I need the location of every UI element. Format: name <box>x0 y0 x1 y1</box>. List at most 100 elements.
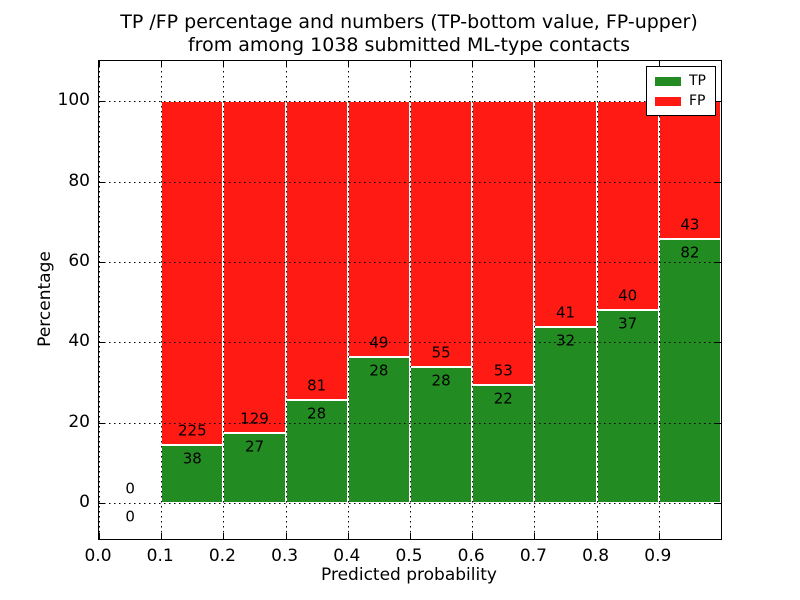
bar-count-label-tp: 32 <box>555 331 576 350</box>
x-gridline <box>534 61 536 539</box>
y-tick-label: 20 <box>68 411 90 432</box>
x-axis-tick-top <box>347 61 349 67</box>
bar-count-label-fp: 55 <box>431 343 451 362</box>
bar-segment-tp <box>472 385 535 503</box>
bar-count-label-tp: 28 <box>307 404 327 423</box>
x-gridline <box>223 61 225 539</box>
bar-count-label-tp: 82 <box>680 243 700 262</box>
bar-count-label-fp: 53 <box>493 361 513 380</box>
x-axis-tick <box>658 533 660 539</box>
x-axis-tick <box>223 533 225 539</box>
bar-count-label-tp: 28 <box>431 371 451 390</box>
x-axis-tick-top <box>472 61 474 67</box>
y-tick-label: 60 <box>68 250 90 271</box>
y-axis-tick <box>99 181 105 183</box>
y-axis-tick <box>99 422 105 424</box>
x-axis-tick-top <box>161 61 163 67</box>
x-tick-label: 0.0 <box>84 546 112 566</box>
x-tick-label: 0.7 <box>519 546 547 566</box>
bar-count-label-fp: 129 <box>240 409 269 428</box>
legend-label-fp: FP <box>689 93 706 109</box>
x-axis-tick <box>534 533 536 539</box>
legend: TP FP <box>646 66 716 116</box>
x-axis-tick-top <box>410 61 411 67</box>
chart-title: TP /FP percentage and numbers (TP-bottom… <box>98 11 720 57</box>
bar-count-label-fp: 40 <box>618 286 638 305</box>
plot-area: 0 0 225 38 129 27 81 28 49 28 55 28 53 22 41 32 40 37 43 82 <box>98 60 722 540</box>
bar-count-label-tp: 28 <box>369 361 389 380</box>
y-tick-label: 100 <box>57 90 90 111</box>
x-axis-tick <box>347 533 349 539</box>
y-axis-tick <box>99 261 105 263</box>
x-axis-tick <box>410 533 411 539</box>
x-gridline <box>161 61 163 539</box>
bar-segment-tp <box>534 326 597 503</box>
y-axis-tick <box>99 342 105 344</box>
bar-segment-fp <box>223 101 286 434</box>
x-gridline <box>285 61 287 539</box>
x-axis-tick <box>285 533 287 539</box>
bar-segment-fp <box>534 101 597 327</box>
bar-segment-tp <box>347 356 410 503</box>
bar-count-label-tp: 37 <box>618 314 638 333</box>
x-axis-tick-top <box>285 61 287 67</box>
bar-count-label-fp: 81 <box>307 376 327 395</box>
legend-entry-fp: FP <box>655 94 708 108</box>
x-gridline <box>658 61 660 539</box>
x-gridline <box>596 61 598 539</box>
x-tick-label: 0.3 <box>271 546 299 566</box>
y-axis-label: Percentage <box>35 251 55 347</box>
x-tick-label: 0.5 <box>395 546 423 566</box>
chart-title-line1: TP /FP percentage and numbers (TP-bottom… <box>120 11 698 33</box>
bar-segment-tp <box>596 309 659 503</box>
legend-entry-tp: TP <box>655 74 708 88</box>
x-axis-tick <box>472 533 474 539</box>
x-gridline <box>347 61 349 539</box>
bar-segment-fp <box>285 101 348 400</box>
x-tick-label: 0.6 <box>457 546 485 566</box>
bar-count-label-fp: 49 <box>369 333 389 352</box>
y-tick-label: 0 <box>79 491 90 512</box>
bar-count-label-fp: 0 <box>125 479 135 498</box>
y-axis-tick-right <box>715 261 721 263</box>
y-tick-label: 80 <box>68 170 90 191</box>
bar-segment-tp <box>223 433 286 503</box>
bar-count-label-fp: 41 <box>555 303 576 322</box>
y-axis-tick-right <box>715 101 721 103</box>
x-axis-tick <box>99 533 100 539</box>
x-axis-tick <box>161 533 163 539</box>
bar-segment-tp <box>161 444 224 503</box>
x-tick-label: 0.9 <box>644 546 672 566</box>
y-axis-tick <box>99 502 105 504</box>
x-axis-tick <box>596 533 598 539</box>
x-axis-label: Predicted probability <box>321 565 497 585</box>
tp-color-swatch <box>655 76 681 86</box>
x-tick-label: 0.8 <box>582 546 610 566</box>
x-axis-tick-top <box>658 61 660 67</box>
bar-count-label-fp: 225 <box>177 421 207 440</box>
x-tick-label: 0.2 <box>208 546 236 566</box>
x-gridline <box>472 61 474 539</box>
bar-segment-fp <box>596 101 659 310</box>
y-axis-tick-right <box>715 422 721 424</box>
bar-count-label-tp: 0 <box>125 507 135 526</box>
chart-title-line2: from among 1038 submitted ML-type contac… <box>187 34 631 56</box>
bar-count-label-tp: 22 <box>493 389 513 408</box>
bar-segment-tp <box>658 239 721 503</box>
y-axis-tick-right <box>715 342 721 344</box>
y-tick-label: 40 <box>68 331 90 352</box>
fp-color-swatch <box>655 96 681 106</box>
x-gridline <box>99 61 100 539</box>
x-axis-tick-top <box>99 61 100 67</box>
bar-segment-fp <box>410 101 473 368</box>
bar-count-label-tp: 27 <box>244 437 265 456</box>
bar-count-label-tp: 38 <box>182 449 202 468</box>
x-axis-tick-top <box>223 61 225 67</box>
y-axis-tick-right <box>715 502 721 504</box>
x-axis-tick-top <box>596 61 598 67</box>
x-tick-label: 0.4 <box>333 546 361 566</box>
legend-label-tp: TP <box>689 73 706 89</box>
bar-segment-fp <box>347 101 410 357</box>
bar-segment-fp <box>161 101 224 445</box>
